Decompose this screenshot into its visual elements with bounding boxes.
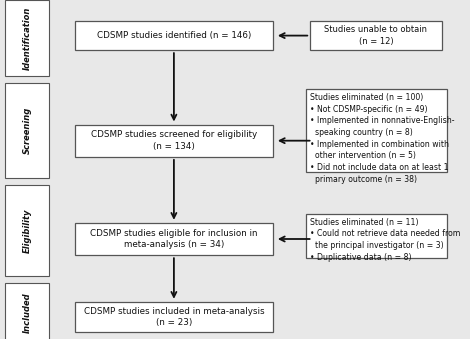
- Text: Included: Included: [23, 293, 31, 333]
- Text: Studies eliminated (n = 11)
• Could not retrieve data needed from
  the principa: Studies eliminated (n = 11) • Could not …: [310, 218, 461, 262]
- Text: Eligibility: Eligibility: [23, 208, 31, 253]
- Text: CDSMP studies eligible for inclusion in
meta-analysis (n = 34): CDSMP studies eligible for inclusion in …: [90, 228, 258, 250]
- Text: CDSMP studies included in meta-analysis
(n = 23): CDSMP studies included in meta-analysis …: [84, 306, 264, 327]
- Bar: [5, 283, 49, 339]
- Bar: [75, 125, 273, 157]
- Bar: [75, 302, 273, 332]
- Bar: [5, 185, 49, 276]
- Text: Screening: Screening: [23, 107, 31, 154]
- Text: CDSMP studies screened for eligibility
(n = 134): CDSMP studies screened for eligibility (…: [91, 130, 257, 151]
- Bar: [5, 0, 49, 76]
- Text: Studies eliminated (n = 100)
• Not CDSMP-specific (n = 49)
• Implemented in nonn: Studies eliminated (n = 100) • Not CDSMP…: [310, 93, 454, 184]
- Bar: [306, 89, 446, 172]
- Bar: [310, 21, 442, 50]
- Text: Studies unable to obtain
(n = 12): Studies unable to obtain (n = 12): [324, 25, 428, 46]
- Text: CDSMP studies identified (n = 146): CDSMP studies identified (n = 146): [97, 31, 251, 40]
- Bar: [75, 223, 273, 255]
- Bar: [75, 21, 273, 50]
- Bar: [306, 214, 446, 258]
- Bar: [5, 83, 49, 178]
- Text: Identification: Identification: [23, 6, 31, 70]
